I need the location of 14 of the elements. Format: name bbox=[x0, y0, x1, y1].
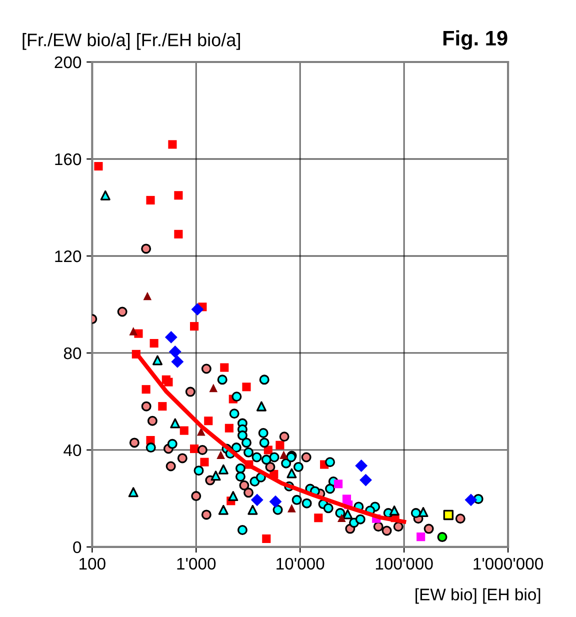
chart-title: Fig. 19 bbox=[443, 30, 508, 50]
x-tick-label: 100'000 bbox=[376, 558, 433, 570]
y-tick-label: 0 bbox=[73, 541, 82, 554]
y-tick-label: 120 bbox=[55, 250, 82, 262]
y-tick-label: 40 bbox=[64, 444, 82, 456]
x-tick-label: 100 bbox=[80, 558, 106, 570]
x-tick-label: 1'000'000 bbox=[474, 558, 544, 570]
y-tick-label: 80 bbox=[64, 347, 82, 360]
y-tick-label: 200 bbox=[54, 56, 82, 68]
x-tick-label: 10'000 bbox=[276, 558, 324, 570]
x-axis-title: [EW bio] [EH bio] bbox=[416, 588, 540, 604]
y-axis-title: [Fr./EW bio/a] [Fr./EH bio/a] bbox=[22, 33, 240, 50]
x-tick-label: 1'000 bbox=[177, 558, 216, 570]
y-tick-label: 160 bbox=[55, 153, 82, 166]
